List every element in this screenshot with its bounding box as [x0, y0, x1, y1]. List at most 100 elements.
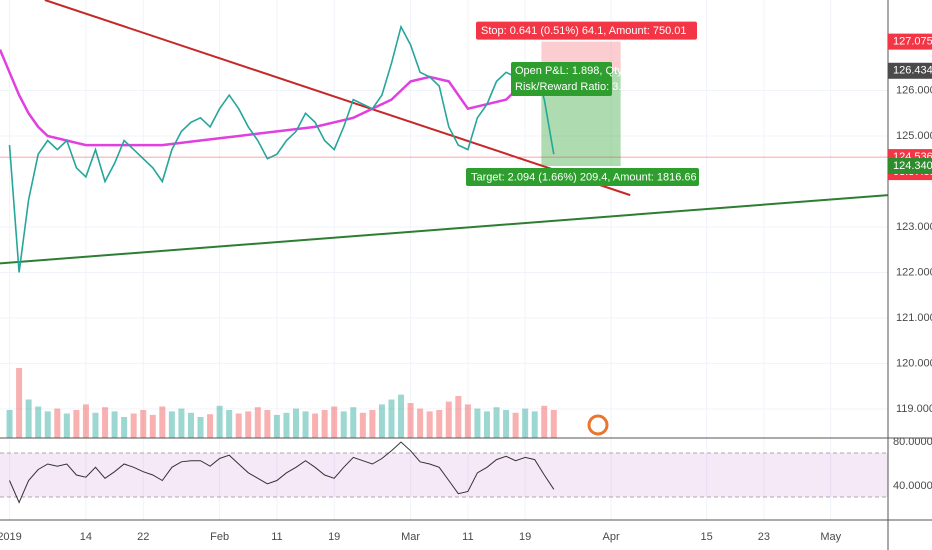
rsi-line — [9, 441, 555, 504]
price-badge — [888, 158, 932, 175]
volume-bar — [207, 414, 214, 438]
volume-bar — [121, 417, 128, 438]
volume-bar — [111, 411, 118, 438]
volume-bar — [63, 413, 70, 438]
volume-bar — [226, 410, 233, 438]
volume-bar — [503, 410, 510, 438]
target-label-box — [466, 168, 699, 187]
x-tick-label: 11 — [271, 531, 282, 543]
price-badge — [888, 33, 932, 50]
y-tick-label: 126.000 — [896, 84, 932, 96]
volume-bar — [522, 408, 529, 438]
rsi-tick-label: 80.0000 — [893, 436, 932, 448]
volume-bar — [254, 407, 261, 438]
volume-bar — [245, 411, 252, 438]
volume-bar — [512, 412, 519, 438]
volume-bar — [407, 403, 414, 438]
volume-bar — [178, 408, 185, 438]
volume-bar — [140, 410, 147, 438]
rsi-tick-label: 40.0000 — [893, 480, 932, 492]
volume-bar — [273, 414, 280, 438]
volume-bar — [16, 368, 23, 438]
x-tick-label: 19 — [328, 531, 340, 543]
volume-bar — [531, 411, 538, 438]
x-tick-label: Feb — [210, 531, 229, 543]
x-tick-label: 15 — [700, 531, 712, 543]
price-badge — [888, 62, 932, 79]
logo — [587, 414, 609, 436]
volume-bar — [197, 417, 204, 438]
volume-bar — [149, 414, 156, 438]
volume-bar — [159, 406, 166, 438]
moving-average — [0, 49, 517, 147]
volume-bar — [54, 408, 61, 438]
volume-bar — [73, 410, 80, 438]
x-tick-label: 23 — [758, 531, 770, 543]
rsi-band — [0, 452, 888, 497]
y-tick-label: 125.000 — [896, 130, 932, 142]
x-tick-label: 14 — [80, 531, 92, 543]
price-badge-label: 126.434 — [893, 65, 932, 77]
volume-bar — [235, 413, 242, 438]
volume-bar — [388, 399, 395, 438]
volume-bar — [464, 404, 471, 438]
y-tick-label: 121.000 — [896, 312, 932, 324]
volume-bar — [102, 407, 109, 438]
volume-bar — [293, 408, 299, 438]
volume-bar — [168, 411, 175, 438]
volume-bar — [493, 407, 500, 438]
volume-bar — [483, 411, 490, 438]
volume-bar — [25, 399, 32, 438]
target-label: Target: 2.094 (1.66%) 209.4, Amount: 181… — [471, 171, 697, 183]
volume-bar — [445, 401, 452, 438]
volume-bar — [426, 411, 433, 438]
volume-bar — [331, 406, 338, 438]
price-badge-label: 127.075 — [893, 36, 932, 48]
volume-bar — [455, 396, 462, 438]
volume-bar — [283, 412, 290, 438]
ratio-label: Risk/Reward Ratio: 3.27 — [515, 81, 634, 93]
x-tick-label: 19 — [519, 531, 531, 543]
volume-bar — [216, 405, 223, 438]
volume-bar — [6, 410, 13, 438]
open-label: Open P&L: 1.898, Qty: 390 — [515, 65, 647, 77]
x-tick-label: Mar — [401, 531, 420, 543]
volume-bar — [321, 410, 328, 438]
volume-bar — [264, 410, 271, 438]
volume-bar — [92, 412, 99, 438]
volume-bar — [35, 406, 42, 438]
y-tick-label: 119.000 — [896, 403, 932, 415]
y-tick-label: 123.000 — [896, 221, 932, 233]
price-badge-label: 124.340 — [893, 160, 932, 172]
y-tick-label: 120.000 — [896, 357, 932, 369]
volume-bar — [350, 407, 357, 438]
price-line — [8, 24, 555, 273]
volume-bar — [417, 408, 424, 438]
volume-bar — [82, 404, 89, 438]
volume-bar — [312, 413, 319, 438]
volume-bar — [436, 410, 443, 438]
trendline — [0, 194, 889, 265]
volume-bar — [187, 412, 194, 438]
x-tick-label: 22 — [137, 531, 149, 543]
volume-bar — [398, 394, 405, 438]
volume-bar — [369, 410, 376, 438]
stop-label: Stop: 0.641 (0.51%) 64.1, Amount: 750.01 — [481, 25, 686, 37]
volume-bar — [378, 404, 385, 438]
volume-bar — [44, 411, 51, 438]
x-tick-label: 2019 — [0, 531, 22, 543]
volume-bar — [550, 410, 557, 438]
volume-bar — [302, 411, 309, 438]
x-tick-label: May — [820, 531, 841, 543]
open-box — [511, 62, 612, 96]
volume-bar — [359, 412, 366, 438]
volume-bar — [474, 408, 481, 438]
trendline — [44, 0, 631, 197]
volume-bar — [541, 405, 548, 438]
volume-bar — [130, 413, 137, 438]
volume-bar — [340, 411, 347, 438]
x-tick-label: Apr — [603, 531, 620, 543]
stop-label-box — [476, 21, 697, 40]
